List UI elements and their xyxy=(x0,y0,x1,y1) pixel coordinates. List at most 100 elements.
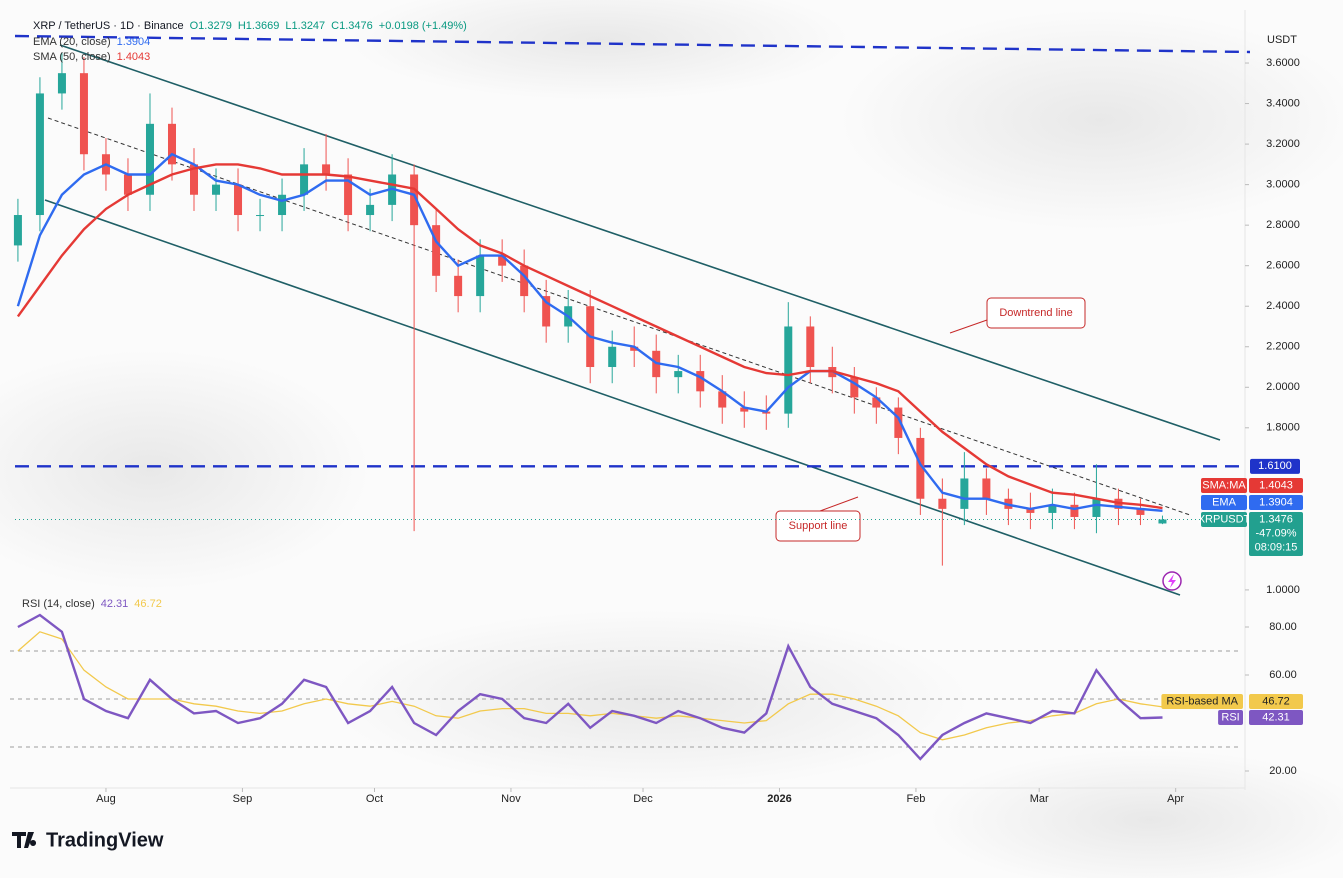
x-tick-label: Oct xyxy=(366,793,383,805)
y-tick-label: 1.8000 xyxy=(1266,422,1300,434)
x-tick-label: Apr xyxy=(1167,793,1184,805)
price-tag xyxy=(1250,458,1300,474)
legend-name: EMA (20, close) xyxy=(33,36,111,48)
shade xyxy=(840,10,1343,230)
candle-body xyxy=(344,174,353,216)
candle-body xyxy=(1092,498,1101,517)
candle-body xyxy=(300,164,309,195)
price-tag xyxy=(1201,511,1247,527)
candle-body xyxy=(432,225,441,276)
y-tick-label: 3.6000 xyxy=(1266,57,1300,69)
candle-body xyxy=(57,73,66,94)
candle-body xyxy=(784,326,793,414)
price-tag xyxy=(1201,477,1247,493)
candle-body xyxy=(674,371,683,378)
resistance-line xyxy=(14,34,1251,54)
annotation-pointer xyxy=(949,319,988,334)
annotation-pointer xyxy=(819,496,859,512)
legend-entry: RSI (14, close) 42.31 46.72 xyxy=(22,598,162,610)
candle-body xyxy=(145,123,154,195)
legend-name: RSI (14, close) xyxy=(22,598,95,610)
x-tick-label: Dec xyxy=(633,793,653,805)
axis-unit: USDT xyxy=(1267,34,1297,46)
price-tag-label: RSI-based MA xyxy=(1166,695,1238,707)
x-tick-label: 2026 xyxy=(767,793,791,805)
y-tick-label: 2.4000 xyxy=(1266,300,1300,312)
candle-body xyxy=(1136,508,1145,515)
annotation: Support line xyxy=(789,520,848,532)
annotation-box xyxy=(986,297,1086,329)
candle-body xyxy=(542,296,551,327)
candle-body xyxy=(234,184,243,216)
candle-body xyxy=(454,275,463,297)
legend-value: 46.72 xyxy=(134,598,162,610)
shade xyxy=(0,350,370,590)
candle-body xyxy=(630,346,639,351)
price-tag-label: RSI xyxy=(1221,711,1239,723)
price-tag-label: 1.3476 xyxy=(1259,513,1293,525)
candle-body xyxy=(1158,519,1167,524)
price-tag-label: 1.4043 xyxy=(1259,479,1293,491)
candle-body xyxy=(35,93,44,216)
candle-body xyxy=(212,184,221,195)
candle-body xyxy=(520,265,529,297)
legend-entry: EMA (20, close) 1.3904 xyxy=(33,36,150,48)
candle-body xyxy=(806,326,815,368)
header-title: XRP / TetherUS · 1D · Binance xyxy=(33,20,184,32)
candle-body xyxy=(850,377,859,398)
y-tick-label: 2.0000 xyxy=(1266,381,1300,393)
ma-line xyxy=(16,152,1163,512)
channel-lower xyxy=(44,199,1181,596)
candle-body xyxy=(960,478,969,509)
legend-value: 1.3904 xyxy=(117,36,151,48)
header-quote: H1.3669 xyxy=(238,20,280,32)
header: XRP / TetherUS · 1D · Binance O1.3279 H1.3… xyxy=(33,20,467,32)
header-quote: L1.3247 xyxy=(285,20,325,32)
price-tag xyxy=(1249,511,1303,556)
y-tick-label: 80.00 xyxy=(1269,621,1297,633)
y-tick-label: 3.2000 xyxy=(1266,138,1300,150)
rsi-line xyxy=(17,613,1163,761)
price-tag xyxy=(1218,709,1243,725)
y-tick-label: 2.8000 xyxy=(1266,219,1300,231)
price-tag-label: 1.3904 xyxy=(1259,496,1293,508)
ma-line xyxy=(16,163,1163,510)
candle-body xyxy=(982,478,991,499)
x-tick-label: Mar xyxy=(1030,793,1049,805)
candle-body xyxy=(278,194,287,216)
candle-body xyxy=(123,174,132,195)
candle-body xyxy=(718,391,727,408)
y-tick-label: 60.00 xyxy=(1269,669,1297,681)
logo-icon xyxy=(12,832,37,848)
x-tick-label: Feb xyxy=(906,793,925,805)
candle-body xyxy=(79,73,88,155)
rsi-line xyxy=(17,631,1163,741)
price-tag xyxy=(1161,693,1243,709)
candle-body xyxy=(1070,504,1079,517)
x-tick-label: Sep xyxy=(233,793,253,805)
candle-body xyxy=(608,346,617,368)
candle-body xyxy=(13,215,22,246)
price-tag-label: -47.09% xyxy=(1256,527,1297,539)
legend-value: 1.4043 xyxy=(117,51,151,63)
annotation-box xyxy=(775,510,861,542)
y-tick-label: 1.0000 xyxy=(1266,584,1300,596)
price-tag xyxy=(1201,494,1247,510)
candle-body xyxy=(322,164,331,175)
price-tag-label: 1.6100 xyxy=(1258,460,1292,472)
candle-body xyxy=(872,397,881,408)
price-tag-label: 42.31 xyxy=(1262,711,1290,723)
shade xyxy=(330,610,970,790)
legend-value: 42.31 xyxy=(101,598,129,610)
candle-body xyxy=(938,498,947,509)
x-tick-label: Aug xyxy=(96,793,116,805)
price-tag xyxy=(1249,709,1303,725)
y-tick-label: 3.0000 xyxy=(1266,179,1300,191)
price-tag-label: 46.72 xyxy=(1262,695,1290,707)
candle-body xyxy=(190,164,199,195)
logo: TradingView xyxy=(46,829,164,851)
candle-body xyxy=(256,215,265,217)
channel-upper xyxy=(59,44,1221,441)
price-tag-label: 08:09:15 xyxy=(1255,541,1298,553)
header-quote: O1.3279 xyxy=(190,20,232,32)
